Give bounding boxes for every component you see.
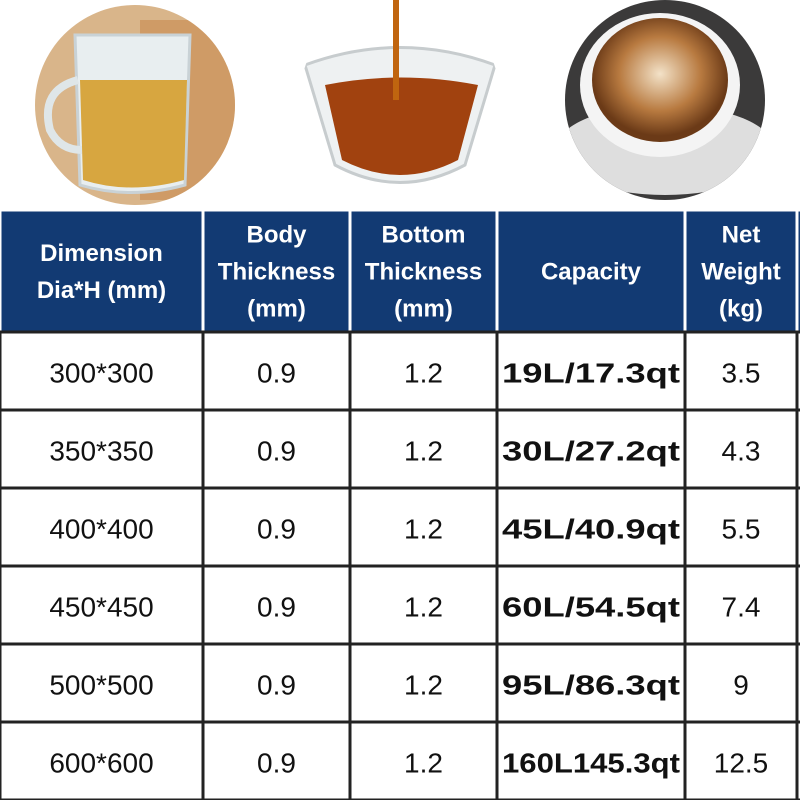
- syrup-photo: [300, 0, 500, 198]
- cell-text: 5.5: [722, 513, 761, 544]
- header-stub: [795, 208, 800, 334]
- cell-text: 1.2: [404, 591, 443, 622]
- cell-text: 1.2: [404, 357, 443, 388]
- cell: [495, 408, 687, 490]
- cell: [201, 486, 352, 568]
- cell: [683, 564, 799, 646]
- header-text: Thickness: [218, 258, 335, 285]
- cell-text: 12.5: [714, 747, 769, 778]
- cell-text: 500*500: [49, 669, 153, 700]
- header-text: Net: [722, 221, 761, 248]
- cell-stub: [795, 564, 800, 646]
- header-text: (mm): [247, 295, 306, 322]
- cell-text: 0.9: [257, 435, 296, 466]
- cell: [683, 408, 799, 490]
- tea-photo: [35, 5, 235, 205]
- cell: [0, 720, 205, 800]
- cell-text: 1.2: [404, 513, 443, 544]
- header-cell: [0, 208, 205, 334]
- cell: [495, 564, 687, 646]
- cell-text: 3.5: [722, 357, 761, 388]
- cell: [0, 408, 205, 490]
- cell-text: 95L/86.3qt: [502, 669, 680, 700]
- header-cell: [201, 208, 352, 334]
- cell-text: 0.9: [257, 357, 296, 388]
- cell-text: 45L/40.9qt: [502, 513, 680, 544]
- cell-text: 350*350: [49, 435, 153, 466]
- cell-text: 400*400: [49, 513, 153, 544]
- cell-text: 300*300: [49, 357, 153, 388]
- cell-text: 0.9: [257, 747, 296, 778]
- header-text: Dia*H (mm): [37, 277, 166, 304]
- header-cell: [683, 208, 799, 334]
- cell-text: 60L/54.5qt: [502, 591, 680, 622]
- cell: [683, 720, 799, 800]
- header-text: Weight: [701, 258, 781, 285]
- cell-text: 0.9: [257, 591, 296, 622]
- cell-text: 4.3: [722, 435, 761, 466]
- cell: [201, 408, 352, 490]
- header-cell: [495, 208, 687, 334]
- cell-stub: [795, 486, 800, 568]
- cell-text: 0.9: [257, 669, 296, 700]
- cell: [201, 564, 352, 646]
- cell-stub: [795, 330, 800, 412]
- cell-text: 1.2: [404, 435, 443, 466]
- cell: [0, 642, 205, 724]
- cell-text: 160L145.3qt: [502, 747, 680, 778]
- cell-stub: [795, 720, 800, 800]
- cell-text: 1.2: [404, 669, 443, 700]
- cell-text: 1.2: [404, 747, 443, 778]
- cell-stub: [795, 408, 800, 490]
- cell: [683, 486, 799, 568]
- cell-text: 0.9: [257, 513, 296, 544]
- cell-text: 450*450: [49, 591, 153, 622]
- header-text: (mm): [394, 295, 453, 322]
- spec-table: Dimension Dia*H (mm) Body Thickness (mm) Bott…: [0, 208, 800, 800]
- header-text: Bottom: [382, 221, 466, 248]
- coffee-photo: [565, 0, 765, 200]
- header-text: Capacity: [541, 258, 642, 285]
- header-text: Thickness: [365, 258, 482, 285]
- header-text: (kg): [719, 295, 763, 322]
- cell: [683, 330, 799, 412]
- cell: [348, 408, 499, 490]
- cell-text: 7.4: [722, 591, 761, 622]
- cell-text: 30L/27.2qt: [502, 435, 680, 466]
- header-text: Dimension: [40, 240, 163, 267]
- cell-stub: [795, 642, 800, 724]
- header-text: Body: [247, 221, 308, 248]
- cell-text: 600*600: [49, 747, 153, 778]
- cell-text: 19L/17.3qt: [502, 357, 680, 388]
- cell: [0, 486, 205, 568]
- cell-text: 9: [733, 669, 749, 700]
